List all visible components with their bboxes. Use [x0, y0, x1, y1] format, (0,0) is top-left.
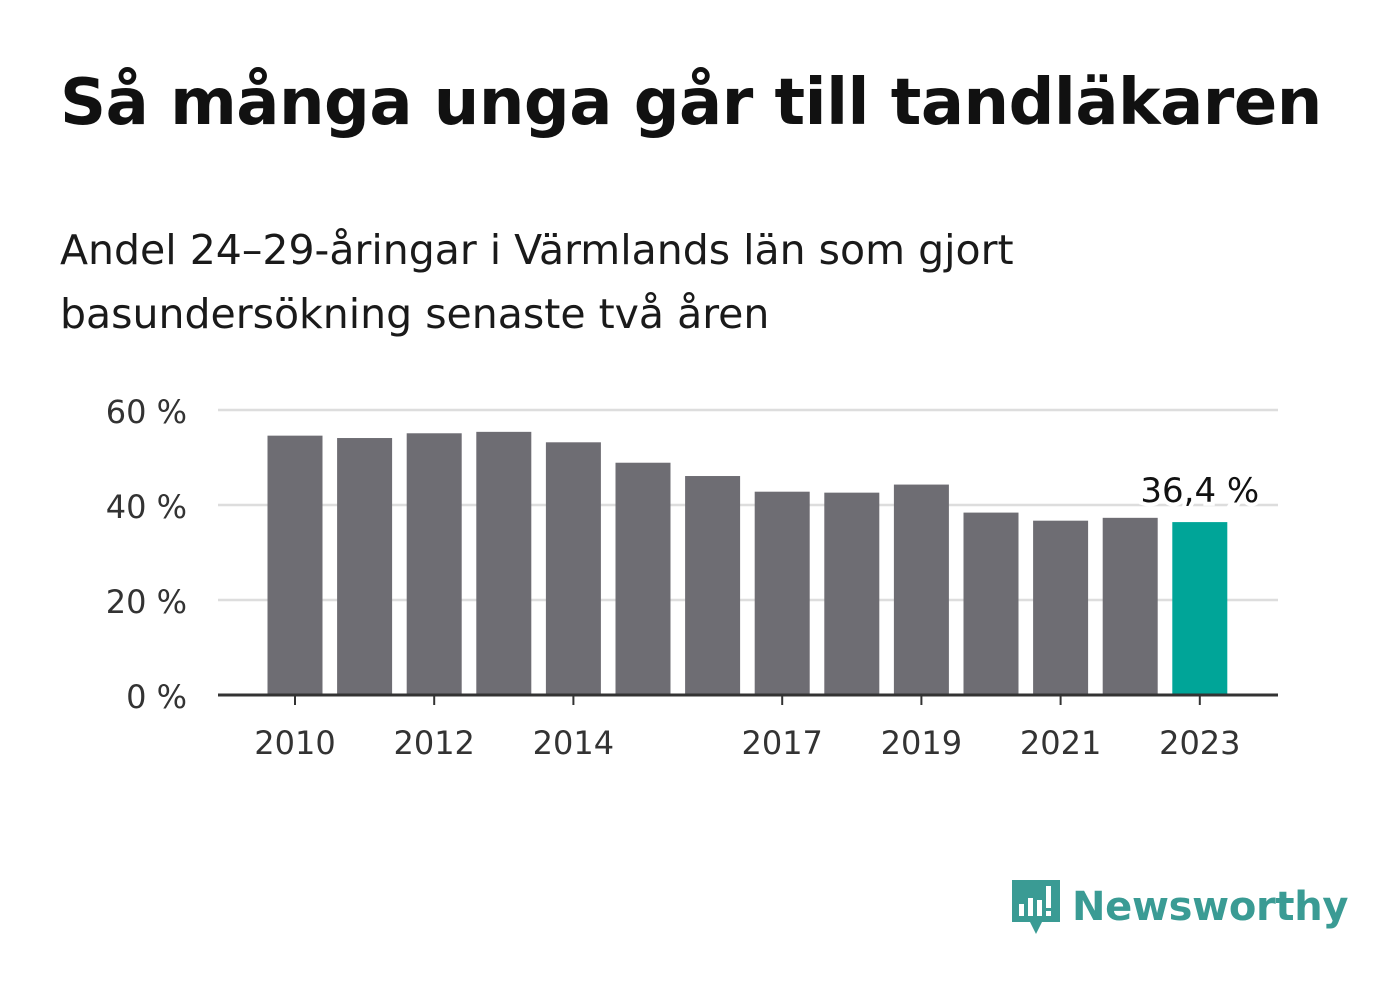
bar	[545, 442, 601, 695]
y-tick-label: 20 %	[106, 583, 187, 621]
x-tick-label: 2014	[533, 724, 614, 762]
bar-chart-speech-bubble-icon	[1012, 880, 1060, 934]
chart-subtitle: Andel 24–29-åringar i Värmlands län som …	[60, 226, 1014, 338]
x-tick-label: 2021	[1020, 724, 1101, 762]
x-tick-label: 2019	[881, 724, 962, 762]
y-tick-label: 0 %	[126, 678, 187, 716]
y-tick-label: 60 %	[106, 393, 187, 431]
chart-title: Så många unga går till tandläkaren	[60, 66, 1322, 140]
bar	[754, 491, 810, 695]
bar-highlight	[1172, 522, 1228, 695]
bar	[615, 462, 671, 695]
bar	[824, 492, 880, 695]
bar	[685, 476, 741, 695]
x-tick-label: 2012	[393, 724, 474, 762]
x-tick-label: 2023	[1159, 724, 1240, 762]
y-tick-label: 40 %	[106, 488, 187, 526]
bar	[1102, 517, 1158, 695]
brand-name: Newsworthy	[1072, 884, 1349, 930]
bar	[406, 433, 462, 695]
data-label-highlight: 36,4 %	[1140, 471, 1259, 511]
bar	[963, 512, 1019, 695]
bar	[267, 435, 323, 695]
bar	[1033, 520, 1089, 695]
bar	[476, 431, 532, 695]
x-tick-label: 2010	[254, 724, 335, 762]
newsworthy-logo: Newsworthy	[1010, 876, 1349, 938]
bar	[337, 438, 393, 695]
x-tick-label: 2017	[741, 724, 822, 762]
bar	[893, 484, 949, 695]
